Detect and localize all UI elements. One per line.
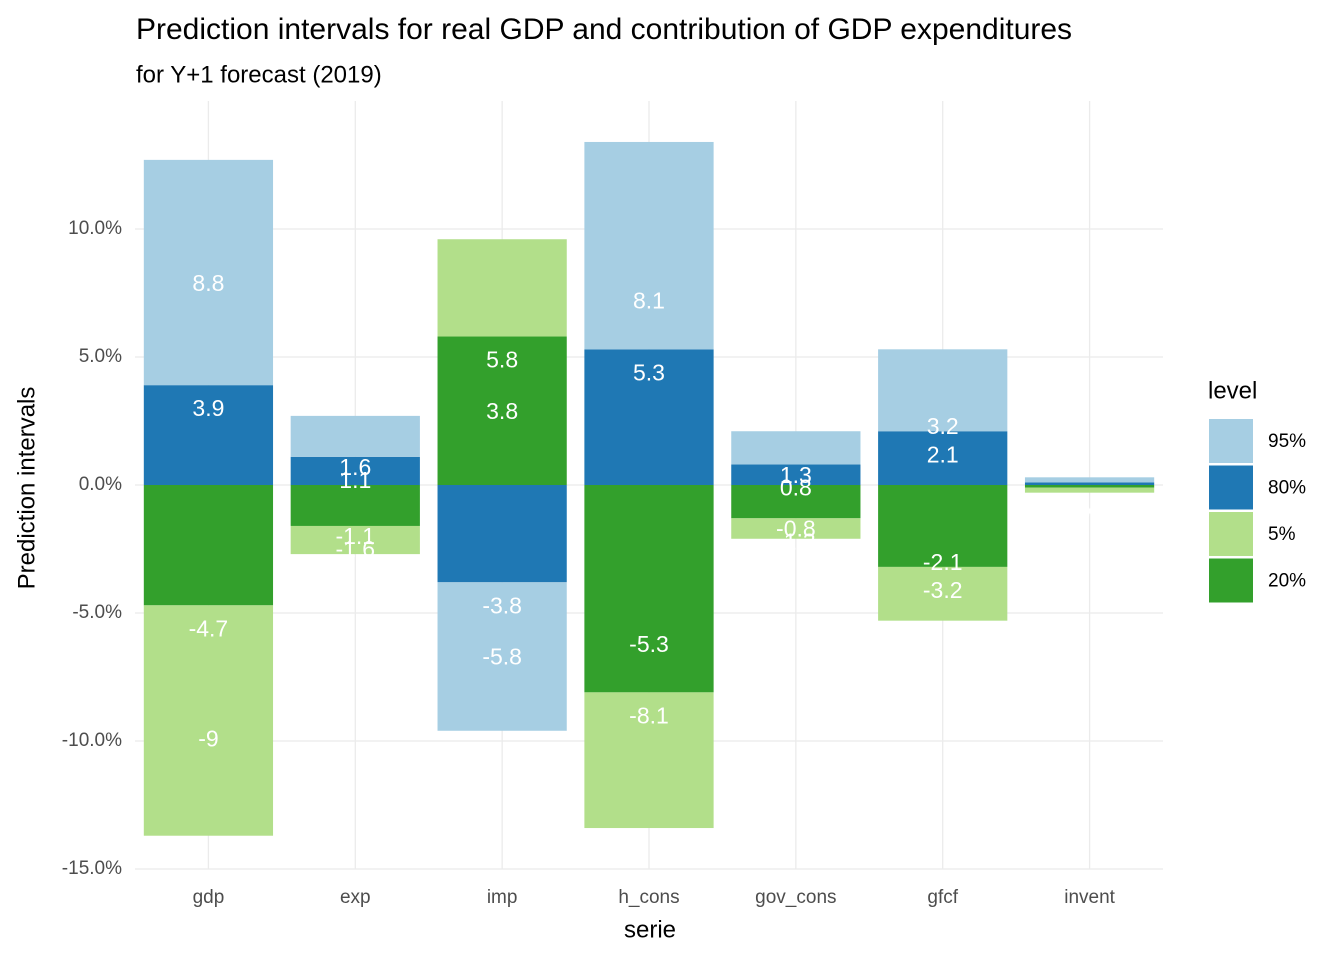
bar-segment (878, 485, 1008, 567)
y-tick-label: 5.0% (79, 346, 122, 367)
value-label: 1.1 (339, 467, 371, 493)
bar-segment (143, 485, 274, 606)
x-tick-label: h_cons (618, 887, 679, 908)
bar-segment (1024, 477, 1155, 483)
value-label: 1.6 (339, 454, 371, 480)
value-label: -3.2 (923, 577, 963, 603)
legend-label: 20% (1268, 571, 1306, 592)
bar-segment (878, 349, 1008, 432)
value-label: 8.8 (192, 270, 224, 296)
legend-title: level (1208, 377, 1257, 404)
bar-segment (437, 239, 567, 337)
value-label: -0.8 (776, 516, 816, 542)
value-label: -1.1 (335, 523, 375, 549)
bar-segment (437, 582, 567, 731)
x-axis-label: serie (624, 916, 676, 943)
bar-segment (143, 385, 274, 485)
value-label: -8.1 (629, 702, 669, 728)
value-label: -4.7 (189, 615, 229, 641)
y-axis-label: Prediction intervals (13, 387, 40, 590)
y-tick-label: 0.0% (79, 474, 122, 495)
value-label: -0.1 (1070, 498, 1110, 524)
bar-segment (290, 485, 420, 526)
value-label: 0.2 (1074, 490, 1106, 516)
y-tick-label: -5.0% (72, 602, 122, 623)
bar-segment (584, 349, 714, 485)
x-tick-label: gdp (193, 887, 225, 908)
bar-segment (1024, 485, 1155, 488)
x-tick-label: invent (1064, 887, 1115, 908)
bar-segment (1024, 487, 1155, 493)
bar-segment (143, 159, 274, 386)
bar-segment (731, 485, 861, 519)
value-label: 3.2 (927, 413, 959, 439)
bar-segment (584, 141, 714, 350)
value-label: 3.8 (486, 398, 518, 424)
bar-segment (437, 485, 567, 583)
x-tick-label: gfcf (927, 887, 958, 908)
bar-segment (290, 456, 420, 485)
bar-segment (437, 336, 567, 485)
legend-swatch (1209, 558, 1253, 603)
legend-label: 80% (1268, 478, 1306, 499)
value-label: 5.8 (486, 347, 518, 373)
bar-segment (143, 605, 274, 836)
value-label: 8.1 (633, 288, 665, 314)
y-tick-label: -15.0% (62, 858, 122, 879)
value-label: 3.9 (192, 395, 224, 421)
value-label: 0.8 (780, 475, 812, 501)
bar-segment (1024, 482, 1155, 485)
value-label: 2.1 (927, 441, 959, 467)
value-label: -9 (198, 725, 218, 751)
chart-title: Prediction intervals for real GDP and co… (136, 13, 1072, 46)
legend-swatch (1209, 512, 1253, 556)
legend-label: 5% (1268, 524, 1296, 545)
value-label: -1.6 (335, 536, 375, 562)
value-label: -2.1 (923, 549, 963, 575)
y-tick-label: -10.0% (62, 730, 122, 751)
value-label: 1.3 (780, 462, 812, 488)
legend-swatch (1209, 419, 1253, 463)
chart-subtitle: for Y+1 forecast (2019) (136, 61, 382, 88)
y-tick-label: 10.0% (68, 218, 122, 239)
value-label: -0.2 (1070, 500, 1110, 526)
bar-segment (878, 566, 1008, 621)
bar-segment (290, 415, 420, 457)
legend-label: 95% (1268, 431, 1306, 452)
legend-swatch (1209, 465, 1253, 510)
bar-segment (584, 485, 714, 693)
x-tick-label: gov_cons (755, 887, 836, 908)
bar-segment (290, 525, 420, 555)
value-label: 5.3 (633, 359, 665, 385)
value-label: 0.1 (1074, 493, 1106, 519)
value-label: -5.3 (629, 631, 669, 657)
value-label: -1.3 (776, 528, 816, 554)
x-tick-label: exp (340, 887, 371, 908)
bar-segment (731, 464, 861, 485)
value-label: -5.8 (482, 644, 522, 670)
bar-segment (731, 431, 861, 465)
bar-segment (584, 692, 714, 829)
x-tick-label: imp (487, 887, 518, 908)
bar-segment (731, 518, 861, 539)
value-label: -3.8 (482, 592, 522, 618)
bar-segment (878, 431, 1008, 485)
